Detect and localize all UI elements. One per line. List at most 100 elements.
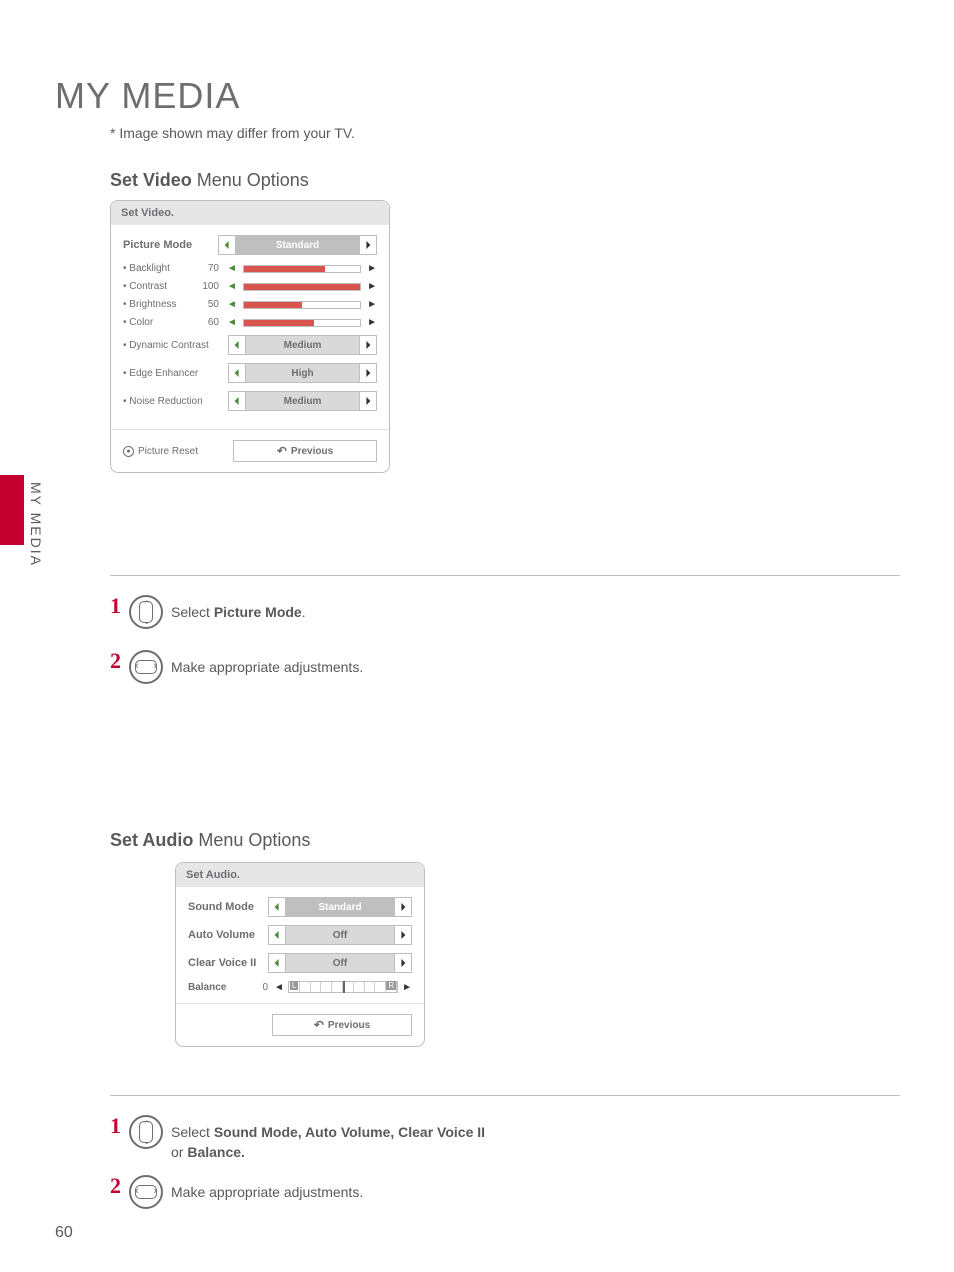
left-arrow-icon[interactable] [218,235,236,255]
panel-footer: ● Picture Reset ↶ Previous [111,429,389,472]
page-number: 60 [55,1224,73,1242]
slider-track[interactable] [243,319,361,327]
side-tab [0,475,24,545]
backlight-label: • Backlight [123,263,195,274]
noise-reduction-selector[interactable]: Medium [228,391,377,411]
reset-icon: ● [123,446,134,457]
auto-volume-selector[interactable]: Off [268,925,412,945]
dynamic-contrast-label: • Dynamic Contrast [123,340,228,351]
right-arrow-icon[interactable] [359,391,377,411]
left-arrow-icon[interactable]: ◄ [227,299,237,310]
picture-reset[interactable]: ● Picture Reset [123,446,233,457]
set-video-panel: Set Video. Picture Mode Standard • Backl… [110,200,390,473]
step-1: 1 Select Picture Mode. [110,595,306,629]
slider-fill [244,320,314,326]
right-arrow-icon[interactable] [394,953,412,973]
right-arrow-icon[interactable]: ► [402,982,412,993]
clear-voice-selector[interactable]: Off [268,953,412,973]
dynamic-contrast-value: Medium [246,335,359,355]
dynamic-contrast-row: • Dynamic Contrast Medium [123,335,377,355]
section-title-bold: Set Audio [110,830,193,850]
left-arrow-icon[interactable] [228,391,246,411]
balance-r-icon: R [386,981,396,990]
right-arrow-icon[interactable]: ► [367,281,377,292]
text-d: Balance. [187,1144,245,1160]
divider [110,575,900,576]
right-arrow-icon[interactable] [394,925,412,945]
noise-reduction-row: • Noise Reduction Medium [123,391,377,411]
disclaimer-note: * Image shown may differ from your TV. [110,125,355,141]
sound-mode-value: Standard [286,897,394,917]
sound-mode-selector[interactable]: Standard [268,897,412,917]
picture-mode-selector[interactable]: Standard [218,235,377,255]
left-arrow-icon[interactable] [268,925,286,945]
left-arrow-icon[interactable]: ◄ [274,982,284,993]
slider-track[interactable] [243,283,361,291]
right-arrow-icon[interactable] [394,897,412,917]
noise-reduction-value: Medium [246,391,359,411]
previous-label: Previous [291,446,333,457]
edge-enhancer-selector[interactable]: High [228,363,377,383]
panel-header: Set Video. [111,201,389,225]
left-arrow-icon[interactable]: ◄ [227,281,237,292]
brightness-value: 50 [195,299,219,310]
left-arrow-icon[interactable]: ◄ [227,317,237,328]
left-arrow-icon[interactable] [228,363,246,383]
right-arrow-icon[interactable]: ► [367,299,377,310]
color-label: • Color [123,317,195,328]
picture-mode-label: Picture Mode [123,239,218,251]
panel-body: Picture Mode Standard • Backlight 70 ◄ ►… [111,225,389,429]
previous-button[interactable]: ↶ Previous [272,1014,412,1036]
remote-leftright-icon [129,650,163,684]
right-arrow-icon[interactable] [359,235,377,255]
panel-body: Sound Mode Standard Auto Volume Off Clea… [176,887,424,1003]
balance-value: 0 [256,982,268,993]
right-arrow-icon[interactable] [359,363,377,383]
picture-reset-label: Picture Reset [138,446,198,457]
brightness-row: • Brightness 50 ◄ ► [123,299,377,310]
text-c: or [171,1144,187,1160]
right-arrow-icon[interactable] [359,335,377,355]
contrast-row: • Contrast 100 ◄ ► [123,281,377,292]
edge-enhancer-label: • Edge Enhancer [123,368,228,379]
section-title-light: Menu Options [193,830,310,850]
left-arrow-icon[interactable]: ◄ [227,263,237,274]
section-title-light: Menu Options [192,170,309,190]
left-arrow-icon[interactable] [268,953,286,973]
side-label: MY MEDIA [28,482,44,567]
right-arrow-icon[interactable]: ► [367,263,377,274]
set-audio-panel: Set Audio. Sound Mode Standard Auto Volu… [175,862,425,1047]
left-arrow-icon[interactable] [268,897,286,917]
balance-label: Balance [188,982,256,993]
brightness-label: • Brightness [123,299,195,310]
text-a: Select [171,1124,214,1140]
previous-button[interactable]: ↶ Previous [233,440,377,462]
step-2-audio: 2 Make appropriate adjustments. [110,1175,363,1209]
text-b: Picture Mode [214,604,302,620]
step-text: Select Picture Mode. [171,595,306,623]
right-arrow-icon[interactable]: ► [367,317,377,328]
picture-mode-row: Picture Mode Standard [123,235,377,255]
balance-slider[interactable]: L R [288,981,398,993]
step-number: 2 [110,1175,121,1197]
slider-track[interactable] [243,301,361,309]
step-text: Select Sound Mode, Auto Volume, Clear Vo… [171,1115,491,1162]
step-text: Make appropriate adjustments. [171,1175,363,1203]
slider-track[interactable] [243,265,361,273]
edge-enhancer-row: • Edge Enhancer High [123,363,377,383]
step-2: 2 Make appropriate adjustments. [110,650,363,684]
balance-marker [343,981,345,993]
brightness-slider[interactable]: ◄ ► [227,299,377,310]
backlight-slider[interactable]: ◄ ► [227,263,377,274]
auto-volume-label: Auto Volume [188,929,268,941]
color-slider[interactable]: ◄ ► [227,317,377,328]
divider [110,1095,900,1096]
dynamic-contrast-selector[interactable]: Medium [228,335,377,355]
section-title-audio: Set Audio Menu Options [110,830,310,851]
left-arrow-icon[interactable] [228,335,246,355]
return-icon: ↶ [314,1018,324,1032]
step-text: Make appropriate adjustments. [171,650,363,678]
page-title: MY MEDIA [55,75,240,117]
contrast-slider[interactable]: ◄ ► [227,281,377,292]
balance-l-icon: L [290,981,298,990]
